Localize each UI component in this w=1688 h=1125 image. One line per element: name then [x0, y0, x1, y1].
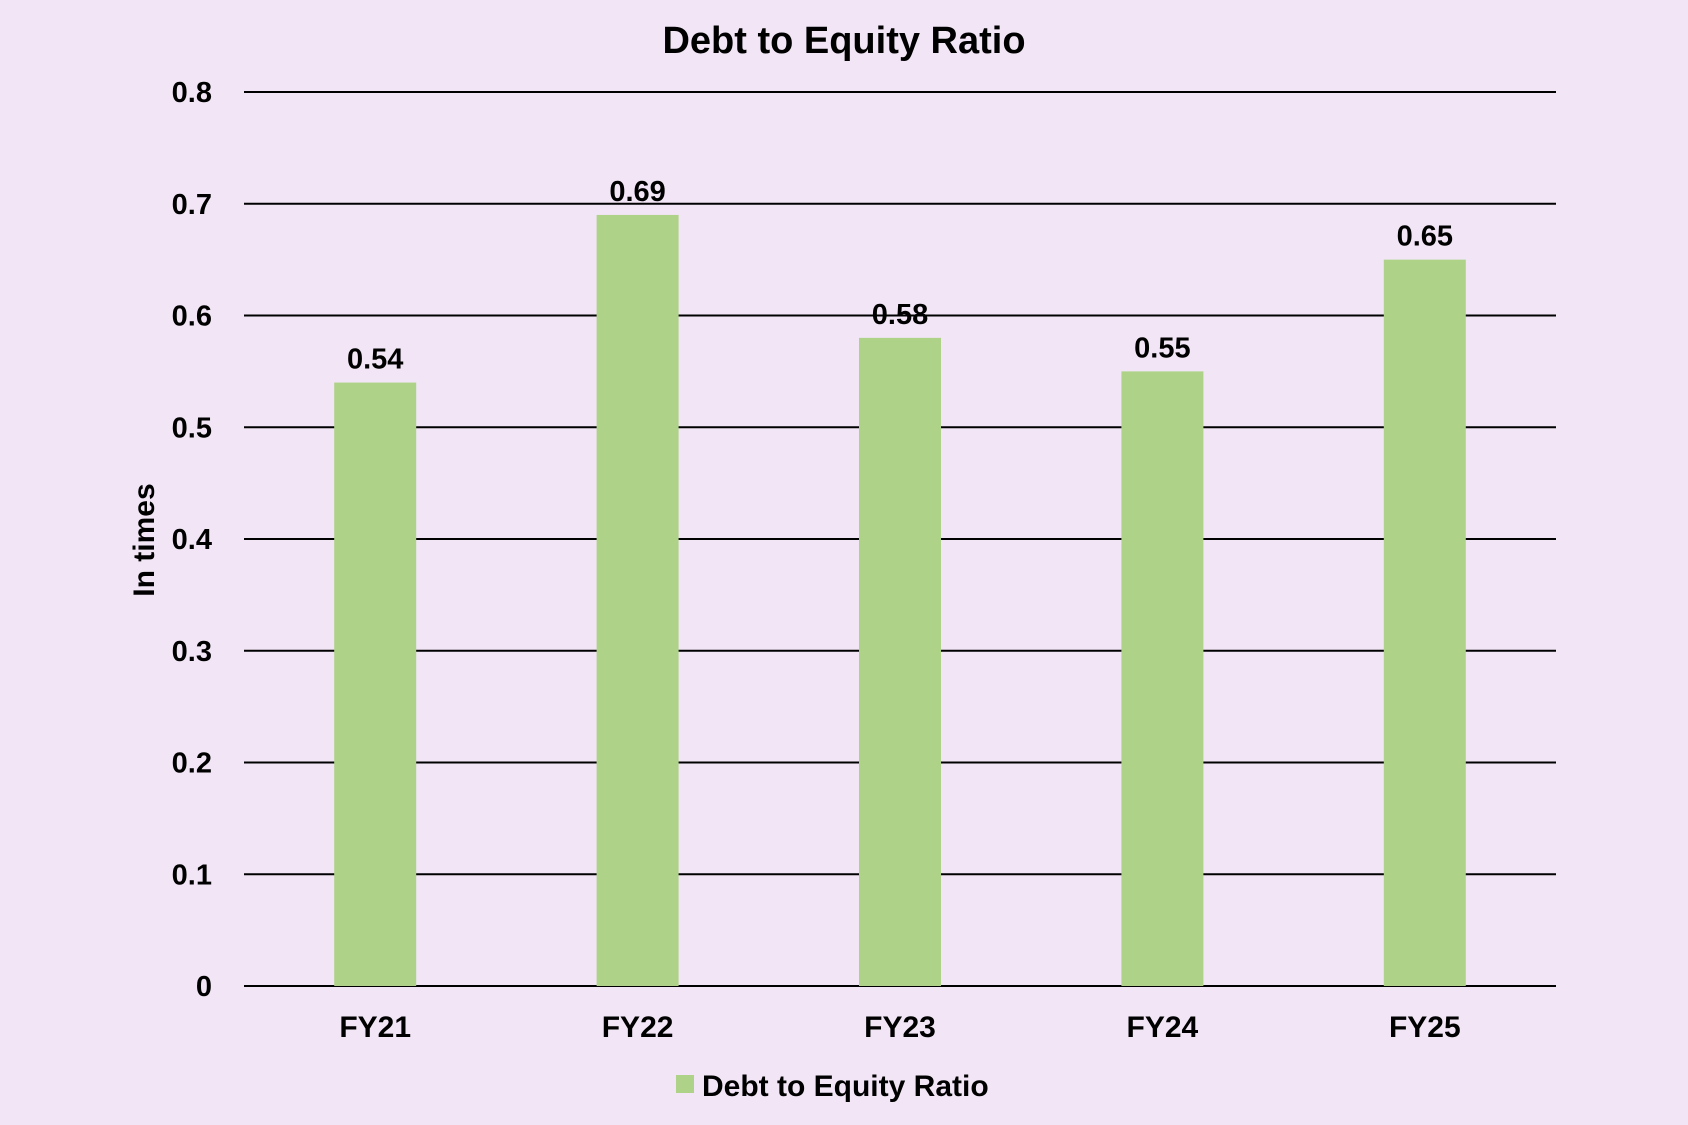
legend-swatch [676, 1075, 694, 1093]
x-tick-label: FY21 [339, 1011, 411, 1044]
x-tick-label: FY23 [864, 1011, 936, 1044]
x-tick-label: FY22 [602, 1011, 674, 1044]
y-tick-label: 0.8 [172, 77, 212, 109]
bar [1383, 259, 1466, 986]
legend-label: Debt to Equity Ratio [702, 1070, 989, 1103]
x-axis-ticks: FY21 FY22 FY23 FY24 FY25 [339, 1011, 1460, 1044]
bar [334, 382, 417, 986]
y-axis-label: In times [128, 483, 161, 596]
bar [596, 214, 679, 987]
x-tick-label: FY24 [1127, 1011, 1199, 1044]
bars [334, 214, 1466, 987]
data-label: 0.58 [872, 299, 928, 331]
data-label: 0.54 [347, 344, 403, 376]
data-label: 0.55 [1134, 332, 1190, 364]
y-tick-label: 0.4 [172, 524, 212, 556]
bar [1121, 371, 1204, 986]
y-tick-label: 0 [196, 971, 212, 1003]
y-tick-label: 0.1 [172, 859, 212, 891]
y-tick-label: 0.7 [172, 189, 212, 221]
x-tick-label: FY25 [1389, 1011, 1461, 1044]
y-tick-label: 0.5 [172, 412, 212, 444]
chart-title: Debt to Equity Ratio [662, 20, 1025, 62]
y-tick-label: 0.6 [172, 301, 212, 333]
legend: Debt to Equity Ratio [676, 1070, 989, 1103]
data-label: 0.69 [609, 176, 665, 208]
y-tick-label: 0.2 [172, 748, 212, 780]
y-axis-ticks: 0 0.1 0.2 0.3 0.4 0.5 0.6 0.7 0.8 [172, 77, 212, 1003]
data-labels: 0.54 0.69 0.58 0.55 0.65 [347, 176, 1453, 376]
bar [859, 337, 941, 987]
data-label: 0.65 [1397, 221, 1453, 253]
y-tick-label: 0.3 [172, 636, 212, 668]
